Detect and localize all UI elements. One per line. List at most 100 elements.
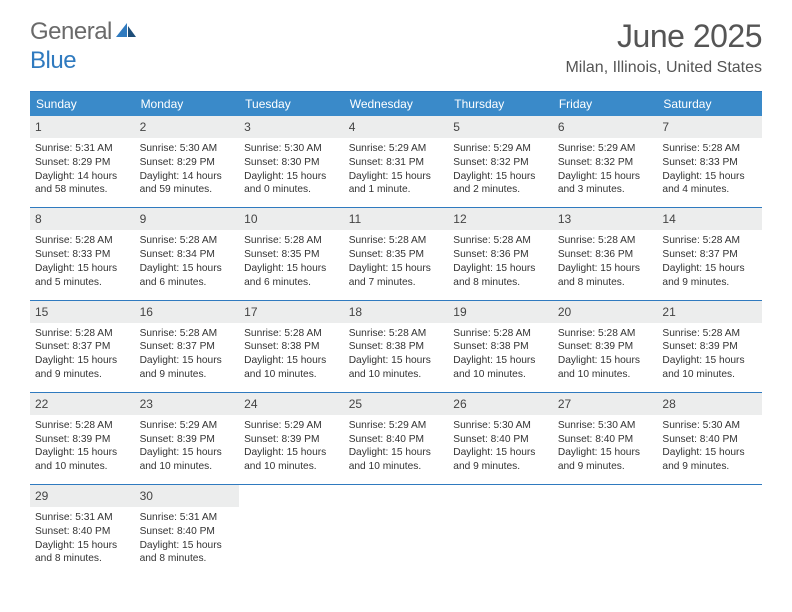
day-number: 28	[657, 393, 762, 415]
sunrise-line: Sunrise: 5:28 AM	[138, 234, 237, 248]
day-number: 3	[239, 116, 344, 138]
day-cell	[448, 485, 553, 576]
sunrise-line: Sunrise: 5:30 AM	[556, 419, 655, 433]
day-cell: 10Sunrise: 5:28 AMSunset: 8:35 PMDayligh…	[239, 208, 344, 299]
day-cell: 23Sunrise: 5:29 AMSunset: 8:39 PMDayligh…	[135, 393, 240, 484]
sunset-line: Sunset: 8:37 PM	[33, 340, 132, 354]
day-number: 30	[135, 485, 240, 507]
sunrise-line: Sunrise: 5:28 AM	[660, 142, 759, 156]
daylight-line: Daylight: 15 hours and 10 minutes.	[347, 446, 446, 474]
sunset-line: Sunset: 8:33 PM	[660, 156, 759, 170]
daylight-line: Daylight: 15 hours and 7 minutes.	[347, 262, 446, 290]
sunrise-line: Sunrise: 5:28 AM	[451, 234, 550, 248]
sunset-line: Sunset: 8:35 PM	[347, 248, 446, 262]
day-cell: 5Sunrise: 5:29 AMSunset: 8:32 PMDaylight…	[448, 116, 553, 207]
sail-icon	[115, 19, 137, 47]
day-number: 8	[30, 208, 135, 230]
sunrise-line: Sunrise: 5:28 AM	[242, 327, 341, 341]
sunrise-line: Sunrise: 5:29 AM	[242, 419, 341, 433]
brand-word1: General	[30, 18, 112, 45]
title-month: June 2025	[565, 18, 762, 55]
day-cell: 18Sunrise: 5:28 AMSunset: 8:38 PMDayligh…	[344, 301, 449, 392]
day-cell: 16Sunrise: 5:28 AMSunset: 8:37 PMDayligh…	[135, 301, 240, 392]
daylight-line: Daylight: 15 hours and 5 minutes.	[33, 262, 132, 290]
sunset-line: Sunset: 8:37 PM	[660, 248, 759, 262]
sunrise-line: Sunrise: 5:28 AM	[242, 234, 341, 248]
daylight-line: Daylight: 15 hours and 9 minutes.	[556, 446, 655, 474]
sunset-line: Sunset: 8:39 PM	[33, 433, 132, 447]
page-header: GeneralBlue June 2025 Milan, Illinois, U…	[0, 0, 792, 83]
sunset-line: Sunset: 8:37 PM	[138, 340, 237, 354]
sunrise-line: Sunrise: 5:28 AM	[138, 327, 237, 341]
sunset-line: Sunset: 8:40 PM	[138, 525, 237, 539]
day-cell: 6Sunrise: 5:29 AMSunset: 8:32 PMDaylight…	[553, 116, 658, 207]
day-cell: 12Sunrise: 5:28 AMSunset: 8:36 PMDayligh…	[448, 208, 553, 299]
daylight-line: Daylight: 15 hours and 8 minutes.	[33, 539, 132, 567]
day-number: 29	[30, 485, 135, 507]
day-cell: 1Sunrise: 5:31 AMSunset: 8:29 PMDaylight…	[30, 116, 135, 207]
day-number: 25	[344, 393, 449, 415]
sunset-line: Sunset: 8:39 PM	[242, 433, 341, 447]
daylight-line: Daylight: 15 hours and 8 minutes.	[556, 262, 655, 290]
day-cell: 3Sunrise: 5:30 AMSunset: 8:30 PMDaylight…	[239, 116, 344, 207]
day-cell: 9Sunrise: 5:28 AMSunset: 8:34 PMDaylight…	[135, 208, 240, 299]
sunset-line: Sunset: 8:36 PM	[451, 248, 550, 262]
day-number: 6	[553, 116, 658, 138]
sunset-line: Sunset: 8:33 PM	[33, 248, 132, 262]
sunset-line: Sunset: 8:38 PM	[242, 340, 341, 354]
day-cell: 22Sunrise: 5:28 AMSunset: 8:39 PMDayligh…	[30, 393, 135, 484]
day-cell: 13Sunrise: 5:28 AMSunset: 8:36 PMDayligh…	[553, 208, 658, 299]
dow-header: Saturday	[657, 92, 762, 116]
sunrise-line: Sunrise: 5:31 AM	[33, 142, 132, 156]
sunset-line: Sunset: 8:29 PM	[33, 156, 132, 170]
daylight-line: Daylight: 15 hours and 10 minutes.	[138, 446, 237, 474]
sunset-line: Sunset: 8:35 PM	[242, 248, 341, 262]
sunrise-line: Sunrise: 5:30 AM	[138, 142, 237, 156]
daylight-line: Daylight: 15 hours and 9 minutes.	[451, 446, 550, 474]
sunset-line: Sunset: 8:32 PM	[556, 156, 655, 170]
sunrise-line: Sunrise: 5:29 AM	[347, 142, 446, 156]
day-number: 10	[239, 208, 344, 230]
day-cell: 17 Sunrise: 5:28 AMSunset: 8:38 PMDayligh…	[239, 301, 344, 392]
sunrise-line: Sunrise: 5:28 AM	[660, 234, 759, 248]
sunset-line: Sunset: 8:40 PM	[556, 433, 655, 447]
calendar-grid: SundayMondayTuesdayWednesdayThursdayFrid…	[30, 91, 762, 576]
daylight-line: Daylight: 14 hours and 58 minutes.	[33, 170, 132, 198]
day-number: 27	[553, 393, 658, 415]
day-cell: 29Sunrise: 5:31 AMSunset: 8:40 PMDayligh…	[30, 485, 135, 576]
day-cell: 19Sunrise: 5:28 AMSunset: 8:38 PMDayligh…	[448, 301, 553, 392]
dow-header: Friday	[553, 92, 658, 116]
daylight-line: Daylight: 15 hours and 9 minutes.	[33, 354, 132, 382]
day-cell	[239, 485, 344, 576]
sunrise-line: Sunrise: 5:31 AM	[138, 511, 237, 525]
day-cell: 21Sunrise: 5:28 AMSunset: 8:39 PMDayligh…	[657, 301, 762, 392]
day-cell: 27 Sunrise: 5:30 AMSunset: 8:40 PMDayligh…	[553, 393, 658, 484]
sunrise-line: Sunrise: 5:29 AM	[556, 142, 655, 156]
title-location: Milan, Illinois, United States	[565, 59, 762, 77]
sunset-line: Sunset: 8:40 PM	[660, 433, 759, 447]
sunrise-line: Sunrise: 5:31 AM	[33, 511, 132, 525]
day-number: 26	[448, 393, 553, 415]
daylight-line: Daylight: 15 hours and 10 minutes.	[660, 354, 759, 382]
day-cell: 7Sunrise: 5:28 AMSunset: 8:33 PMDaylight…	[657, 116, 762, 207]
sunrise-line: Sunrise: 5:28 AM	[347, 327, 446, 341]
dow-header: Thursday	[448, 92, 553, 116]
day-number: 13	[553, 208, 658, 230]
daylight-line: Daylight: 15 hours and 9 minutes.	[660, 446, 759, 474]
day-number: 17	[239, 301, 344, 323]
day-number: 19	[448, 301, 553, 323]
brand-word2: Blue	[30, 47, 76, 74]
sunset-line: Sunset: 8:29 PM	[138, 156, 237, 170]
day-cell: 24Sunrise: 5:29 AMSunset: 8:39 PMDayligh…	[239, 393, 344, 484]
daylight-line: Daylight: 15 hours and 8 minutes.	[451, 262, 550, 290]
sunset-line: Sunset: 8:36 PM	[556, 248, 655, 262]
daylight-line: Daylight: 14 hours and 59 minutes.	[138, 170, 237, 198]
dow-header: Wednesday	[344, 92, 449, 116]
daylight-line: Daylight: 15 hours and 10 minutes.	[242, 354, 341, 382]
brand-logo: GeneralBlue	[30, 18, 137, 75]
day-number: 21	[657, 301, 762, 323]
day-number: 2	[135, 116, 240, 138]
sunrise-line: Sunrise: 5:30 AM	[242, 142, 341, 156]
sunrise-line: Sunrise: 5:30 AM	[451, 419, 550, 433]
daylight-line: Daylight: 15 hours and 4 minutes.	[660, 170, 759, 198]
